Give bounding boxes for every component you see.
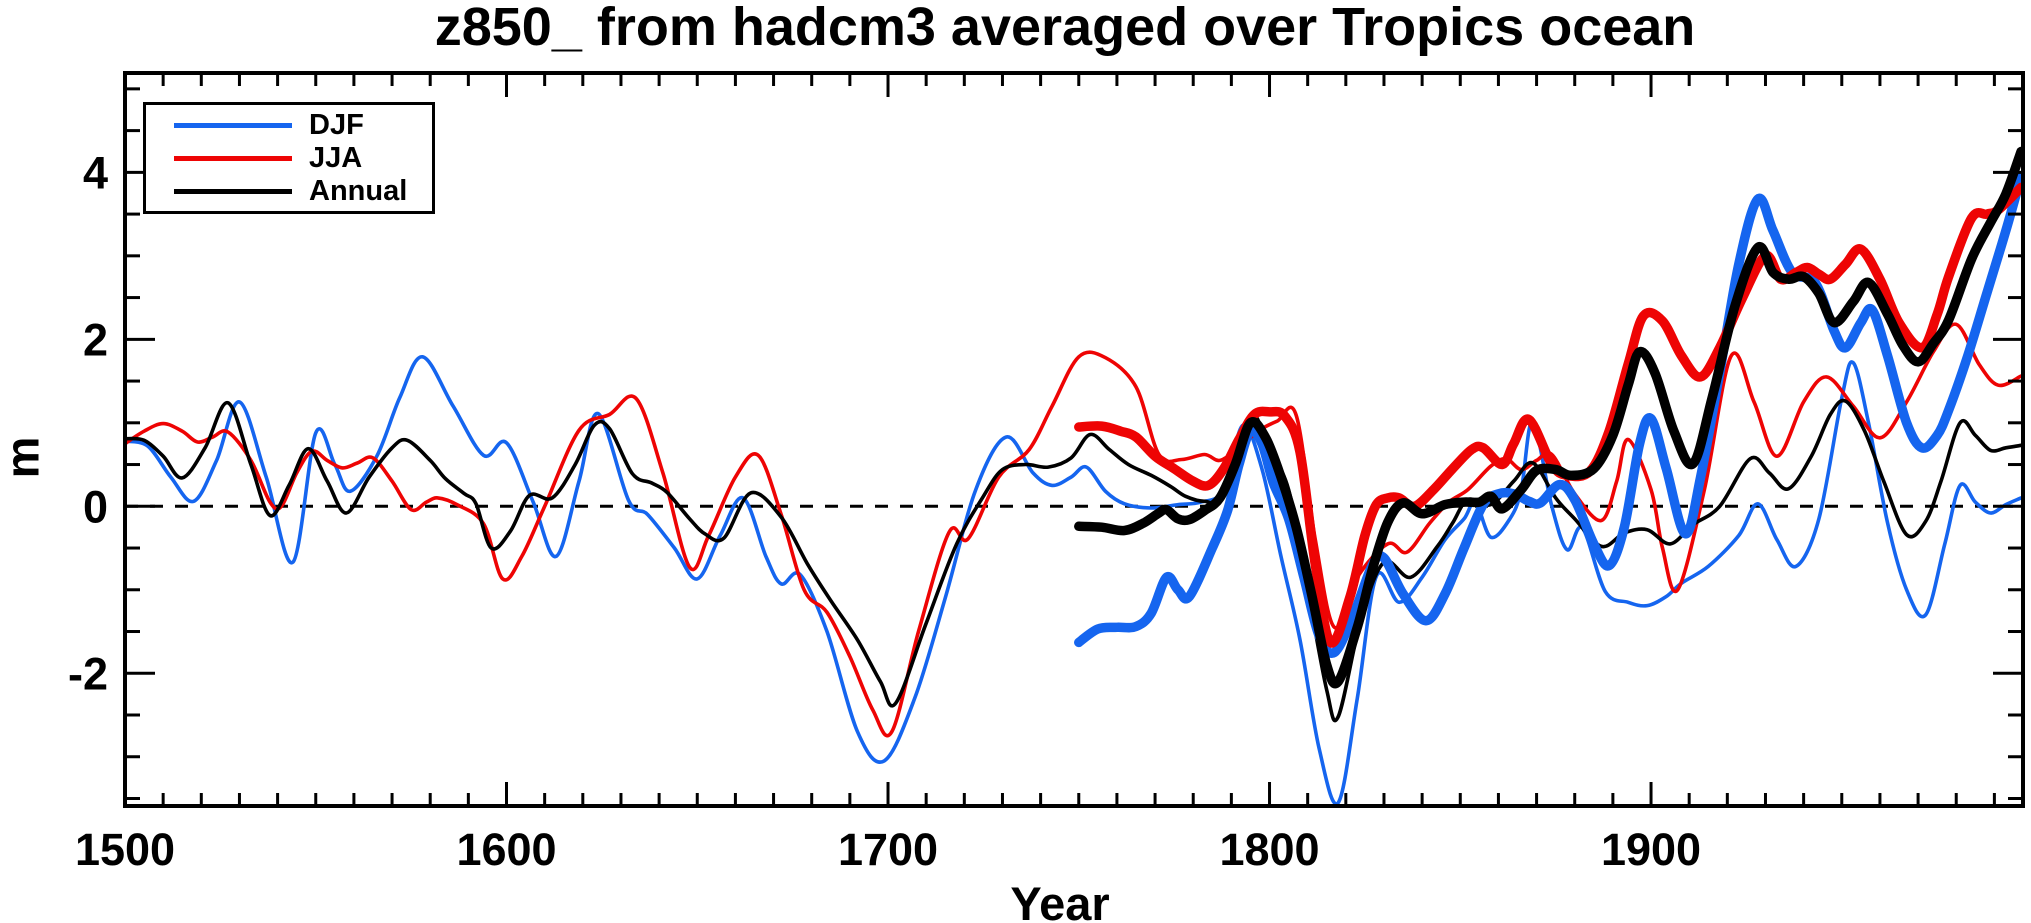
legend: DJF JJA Annual: [143, 102, 435, 214]
series-jja-thick: [1074, 182, 2023, 648]
y-tick-label: 4: [83, 147, 108, 198]
series-annual-thin: [125, 398, 2023, 723]
legend-line-jja: [174, 155, 292, 161]
y-axis-title: m: [0, 436, 49, 479]
series-djf-thick: [1074, 171, 2023, 658]
series-annual-thick: [1074, 146, 2023, 689]
legend-item-annual: Annual: [174, 176, 432, 206]
x-tick-label: 1500: [75, 824, 175, 875]
legend-item-djf: DJF: [174, 110, 432, 140]
series-jja-thin: [125, 322, 2023, 738]
y-tick-label: 0: [83, 481, 108, 532]
plot-frame: [123, 71, 2025, 808]
y-tick-label: 2: [83, 314, 108, 365]
series-group: [125, 146, 2023, 806]
y-tick-label: -2: [68, 648, 108, 699]
x-tick-label: 1800: [1219, 824, 1319, 875]
x-tick-label: 1900: [1601, 824, 1701, 875]
x-tick-label: 1600: [456, 824, 556, 875]
tick-labels: 1500 1600 1700 1800 1900 -2 0 2 4: [68, 147, 1701, 874]
series-djf-thin: [125, 355, 2023, 806]
chart-title: z850_ from hadcm3 averaged over Tropics …: [434, 0, 1696, 57]
x-axis-title: Year: [1010, 877, 1110, 923]
legend-line-annual: [174, 188, 292, 194]
legend-label-jja: JJA: [309, 141, 363, 174]
legend-item-jja: JJA: [174, 143, 432, 173]
x-tick-label: 1700: [838, 824, 938, 875]
legend-label-djf: DJF: [309, 108, 364, 141]
legend-label-annual: Annual: [309, 174, 408, 207]
legend-line-djf: [174, 122, 292, 128]
